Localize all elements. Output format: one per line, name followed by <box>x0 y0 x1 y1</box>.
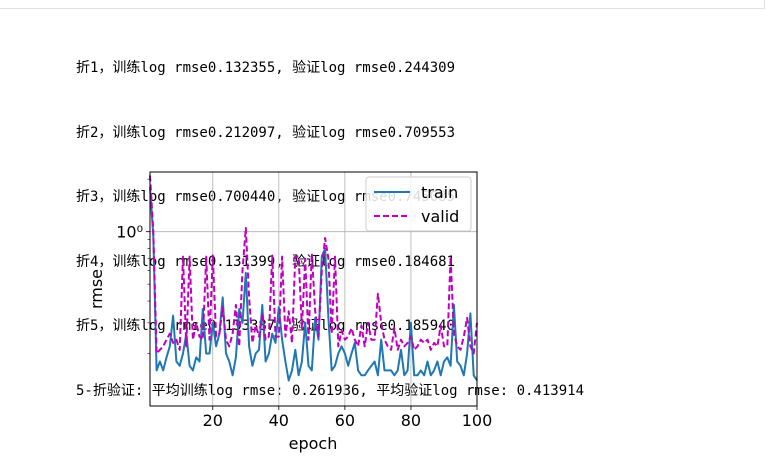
x-axis-label: epoch <box>289 434 338 453</box>
series-line-train <box>149 187 478 382</box>
output-line-fold-1: 折1，训练log rmse0.132355, 验证log rmse0.24430… <box>76 60 456 76</box>
x-axis-ticks: 20 40 60 80 100 <box>203 406 493 430</box>
legend-box <box>365 176 472 232</box>
y-tick-label: 10⁰ <box>116 223 143 242</box>
cell-top-border <box>0 0 765 9</box>
y-minor-ticks <box>147 178 150 354</box>
chart-lines <box>149 175 478 382</box>
x-tick-label: 80 <box>401 411 421 430</box>
x-tick-label: 60 <box>335 411 355 430</box>
y-axis-label: rmse <box>87 269 106 309</box>
y-axis-ticks: 10⁰ <box>116 223 150 242</box>
x-tick-label: 40 <box>269 411 289 430</box>
legend-valid-label: valid <box>421 207 459 226</box>
series-line-valid <box>149 175 478 355</box>
chart-legend: train valid <box>365 176 472 232</box>
legend-train-label: train <box>421 183 458 202</box>
x-tick-label: 100 <box>462 411 493 430</box>
output-line-fold-2: 折2，训练log rmse0.212097, 验证log rmse0.70955… <box>76 124 456 141</box>
output-line-fold-4: 折4，训练log rmse0.131399, 验证log rmse0.18468… <box>76 253 456 270</box>
plot-frame <box>149 171 478 407</box>
x-tick-label: 20 <box>203 411 223 430</box>
